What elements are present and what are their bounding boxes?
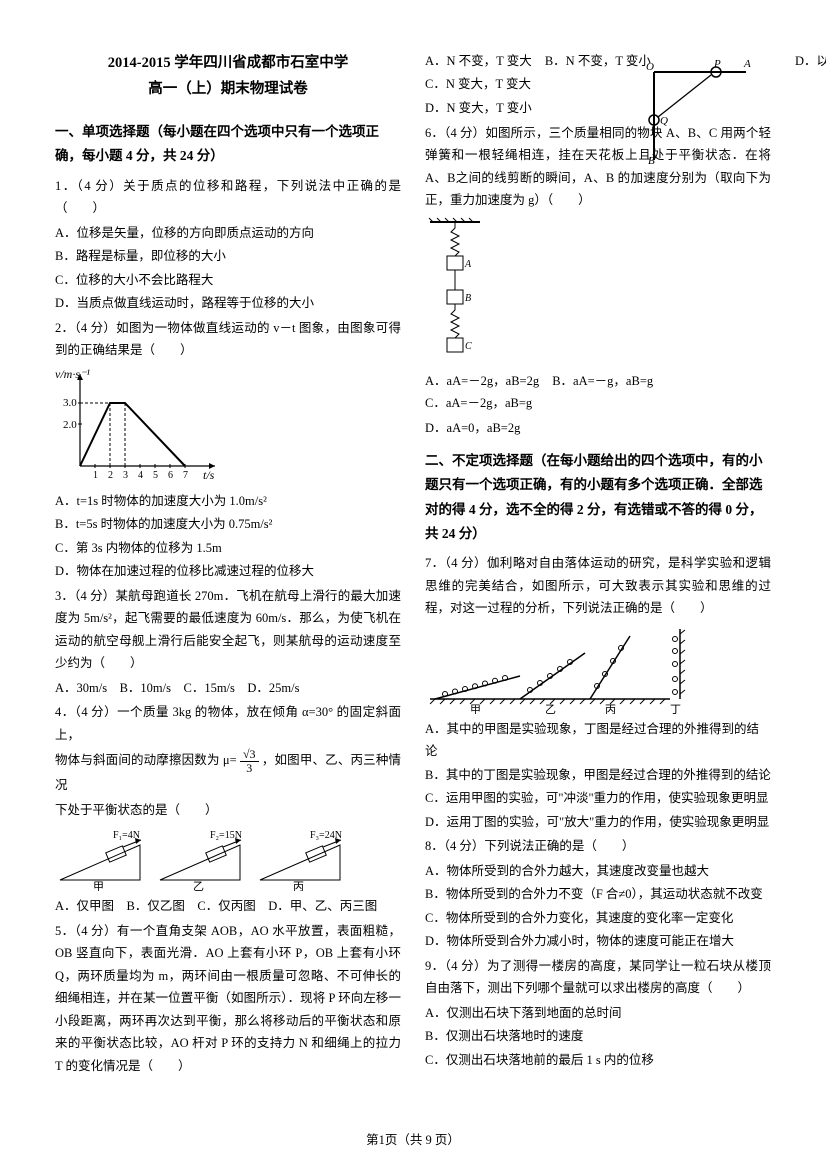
svg-text:乙: 乙 <box>545 703 556 714</box>
svg-text:1: 1 <box>93 470 98 481</box>
svg-text:6: 6 <box>168 470 173 481</box>
svg-text:3.0: 3.0 <box>63 397 77 409</box>
q4-frac-den: 3 <box>240 762 259 775</box>
svg-text:A: A <box>464 259 472 270</box>
svg-text:2: 2 <box>108 470 113 481</box>
svg-text:乙: 乙 <box>193 880 204 891</box>
q2-optC: C．第 3s 内物体的位移为 1.5m <box>55 537 401 560</box>
section2-heading: 二、不定项选择题（在每小题给出的四个选项中，有的小题只有一个选项正确，有的小题有… <box>425 449 771 546</box>
svg-text:F₃=24N: F₃=24N <box>310 830 342 841</box>
svg-text:3: 3 <box>123 470 128 481</box>
section1-heading: 一、单项选择题（每小题在四个选项中只有一个选项正确，每小题 4 分，共 24 分… <box>55 120 401 169</box>
title-line1: 2014-2015 学年四川省成都市石室中学 <box>55 50 401 76</box>
q4-opts: A．仅甲图 B．仅乙图 C．仅丙图 D．甲、乙、丙三图 <box>55 895 401 918</box>
q5-optC: C．N 变大，T 变大 <box>425 77 531 91</box>
q4-stem2: 物体与斜面间的动摩擦因数为 μ= √3 3 ，如图甲、乙、丙三种情况 <box>55 748 401 797</box>
svg-text:甲: 甲 <box>93 881 104 891</box>
q5-figure: O P A Q B <box>646 60 756 178</box>
q7-optD: D．运用丁图的实验，可"放大"重力的作用，使实验现象更明显 <box>425 811 771 834</box>
q9-stem: 9．（4 分）为了测得一楼房的高度，某同学让一粒石块从楼顶自由落下，测出下列哪个… <box>425 955 771 1000</box>
svg-text:v/m·s⁻¹: v/m·s⁻¹ <box>55 367 90 381</box>
q2-optB: B．t=5s 时物体的加速度大小为 0.75m/s² <box>55 513 401 536</box>
q7-figure: 甲 乙 丙 丁 <box>425 624 771 714</box>
svg-text:丁: 丁 <box>670 704 681 714</box>
q1-stem: 1．（4 分）关于质点的位移和路程，下列说法中正确的是（ ） <box>55 175 401 220</box>
q9-optB: B．仅测出石块落地时的速度 <box>425 1025 771 1048</box>
q4-frac-num: √3 <box>240 748 259 762</box>
svg-text:F₂=15N: F₂=15N <box>210 830 242 841</box>
q5-stem: 5．（4 分）有一个直角支架 AOB，AO 水平放置，表面粗糙，OB 竖直向下，… <box>55 920 401 1078</box>
svg-text:F₁=4N: F₁=4N <box>113 830 140 841</box>
svg-text:7: 7 <box>183 470 188 481</box>
q2-optD: D．物体在加速过程的位移比减速过程的位移大 <box>55 560 401 583</box>
exam-title: 2014-2015 学年四川省成都市石室中学 高一（上）期末物理试卷 <box>55 50 401 102</box>
svg-text:O: O <box>646 61 654 73</box>
q2-figure: v/m·s⁻¹ t/s 3.0 2.0 123 4567 <box>55 366 401 486</box>
q1-optA: A．位移是矢量，位移的方向即质点运动的方向 <box>55 222 401 245</box>
q1-optC: C．位移的大小不会比路程大 <box>55 269 401 292</box>
q8-optC: C．物体所受到的合外力变化，其速度的变化率一定变化 <box>425 907 771 930</box>
q6-optC: C．aA=－2g，aB=g <box>425 396 532 410</box>
q8-optD: D．物体所受到合外力减小时，物体的速度可能正在增大 <box>425 930 771 953</box>
q5-optA: A．N 不变，T 变大 <box>425 54 532 68</box>
q4-stem1: 4．（4 分）一个质量 3kg 的物体，放在倾角 α=30° 的固定斜面上， <box>55 701 401 746</box>
q4-fraction: √3 3 <box>240 748 259 774</box>
svg-text:A: A <box>743 60 751 70</box>
q2-optA: A．t=1s 时物体的加速度大小为 1.0m/s² <box>55 490 401 513</box>
q4-figure: F₁=4N 甲 F₂=15N 乙 F₃=24N 丙 <box>55 825 401 891</box>
q6-figure: A B C <box>425 216 771 366</box>
q5-optB: B．N 不变，T 变小 <box>545 54 651 68</box>
q1-optB: B．路程是标量，即位移的大小 <box>55 245 401 268</box>
svg-text:B: B <box>465 293 471 304</box>
q9-optD: D．以上说法都不对 <box>795 50 826 73</box>
svg-text:甲: 甲 <box>470 704 481 714</box>
svg-text:t/s: t/s <box>203 468 215 482</box>
q4-stem2a: 物体与斜面间的动摩擦因数为 μ= <box>55 753 237 767</box>
svg-text:C: C <box>465 341 472 352</box>
svg-text:B: B <box>648 155 655 167</box>
q9-optC: C．仅测出石块落地前的最后 1 s 内的位移 <box>425 1049 771 1072</box>
q4-stem3: 下处于平衡状态的是（ ） <box>55 799 401 822</box>
q3-opts: A．30m/s B．10m/s C．15m/s D．25m/s <box>55 677 401 700</box>
q3-stem: 3．（4 分）某航母跑道长 270m．飞机在航母上滑行的最大加速度为 5m/s²… <box>55 585 401 675</box>
svg-text:P: P <box>713 60 721 70</box>
title-line2: 高一（上）期末物理试卷 <box>55 76 401 102</box>
q7-optB: B．其中的丁图是实验现象，甲图是经过合理的外推得到的结论 <box>425 764 771 787</box>
q2-stem: 2．（4 分）如图为一物体做直线运动的 v－t 图象，由图象可得到的正确结果是（… <box>55 317 401 362</box>
q8-optA: A．物体所受到的合外力越大，其速度改变量也越大 <box>425 860 771 883</box>
svg-text:Q: Q <box>660 115 668 127</box>
q7-stem: 7．（4 分）伽利略对自由落体运动的研究，是科学实验和逻辑思维的完美结合，如图所… <box>425 552 771 620</box>
q5-optD: D．N 变大，T 变小 <box>425 101 532 115</box>
page-footer: 第1页（共 9 页） <box>0 1129 826 1152</box>
q7-optA: A．其中的甲图是实验现象，丁图是经过合理的外推得到的结论 <box>425 718 771 763</box>
svg-text:丙: 丙 <box>605 704 616 714</box>
q6-opts-row1: A．aA=－2g，aB=2g B．aA=－g，aB=g C．aA=－2g，aB=… <box>425 370 771 415</box>
q7-optC: C．运用甲图的实验，可"冲淡"重力的作用，使实验现象更明显 <box>425 787 771 810</box>
svg-text:丙: 丙 <box>293 881 304 891</box>
q9-optA: A．仅测出石块下落到地面的总时间 <box>425 1002 771 1025</box>
svg-text:4: 4 <box>138 470 143 481</box>
q8-stem: 8．（4 分）下列说法正确的是（ ） <box>425 835 771 858</box>
q6-optD: D．aA=0，aB=2g <box>425 421 520 435</box>
svg-text:2.0: 2.0 <box>63 419 77 431</box>
q1-optD: D．当质点做直线运动时，路程等于位移的大小 <box>55 292 401 315</box>
q6-optA: A．aA=－2g，aB=2g <box>425 374 539 388</box>
q8-optB: B．物体所受到的合外力不变（F 合≠0），其运动状态就不改变 <box>425 883 771 906</box>
svg-text:5: 5 <box>153 470 158 481</box>
q6-optB: B．aA=－g，aB=g <box>552 374 653 388</box>
